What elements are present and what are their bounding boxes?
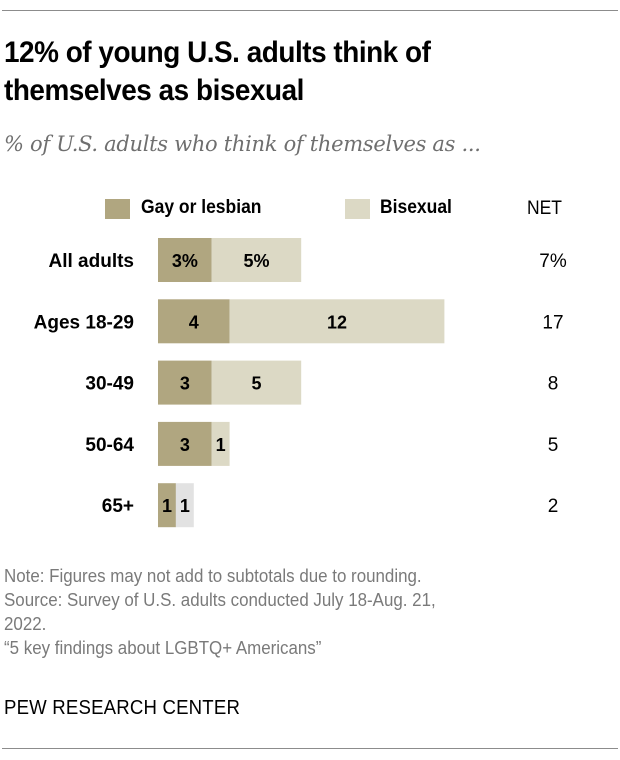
net-column-header: NET [527, 198, 562, 219]
bar-bisexual-50-64 [211, 421, 230, 466]
legend-swatch-gay-or-lesbian [105, 199, 130, 219]
bar-label-bisexual-all-adults: 5% [243, 251, 269, 271]
source-text: Source: Survey of U.S. adults conducted … [4, 590, 436, 610]
category-label-30-49: 30-49 [85, 374, 134, 395]
category-label-65: 65+ [102, 496, 134, 517]
bar-gay-or-lesbian-ages-18-29 [158, 299, 230, 344]
net-value-all-adults: 7% [539, 251, 567, 272]
top-rule [2, 10, 618, 11]
bar-label-gay-or-lesbian-30-49: 3 [180, 374, 190, 394]
bottom-rule [2, 748, 618, 749]
bar-bisexual-all-adults [211, 238, 302, 282]
bar-label-bisexual-ages-18-29: 12 [327, 312, 347, 332]
bar-label-bisexual-50-64: 1 [216, 435, 226, 455]
bar-gay-or-lesbian-50-64 [158, 421, 212, 466]
source-text-cont: 2022. [4, 614, 47, 634]
bar-gay-or-lesbian-30-49 [158, 360, 212, 405]
note-text: Note: Figures may not add to subtotals d… [4, 566, 422, 586]
chart-title: 12% of young U.S. adults think of themse… [4, 34, 562, 110]
chart-subtitle: % of U.S. adults who think of themselves… [4, 132, 481, 156]
bar-label-gay-or-lesbian-50-64: 3 [180, 435, 190, 455]
chart-title-line-1: 12% of young U.S. adults think of [4, 36, 431, 69]
legend-swatch-bisexual [345, 199, 370, 219]
bar-gay-or-lesbian-all-adults [158, 238, 212, 282]
category-label-50-64: 50-64 [85, 435, 134, 456]
bar-label-gay-or-lesbian-65: 1 [162, 496, 172, 516]
chart-title-line-2: themselves as bisexual [4, 74, 304, 107]
net-value-30-49: 8 [548, 374, 559, 395]
notes: Note: Figures may not add to subtotals d… [4, 564, 606, 660]
report-title: “5 key findings about LGBTQ+ Americans” [4, 638, 322, 658]
net-value-ages-18-29: 17 [542, 312, 563, 333]
net-value-50-64: 5 [548, 435, 559, 456]
pew-research-center-logo: PEW RESEARCH CENTER [4, 697, 241, 719]
net-value-65: 2 [548, 496, 559, 517]
bar-label-bisexual-30-49: 5 [251, 374, 261, 394]
bar-label-bisexual-65: 1 [180, 496, 190, 516]
bar-label-gay-or-lesbian-all-adults: 3% [172, 251, 198, 271]
bar-label-gay-or-lesbian-ages-18-29: 4 [189, 312, 199, 332]
bar-bisexual-30-49 [211, 360, 302, 405]
bar-bisexual-65 [175, 483, 194, 528]
legend-label-bisexual: Bisexual [380, 197, 452, 218]
category-label-ages-18-29: Ages 18-29 [34, 312, 134, 333]
category-label-all-adults: All adults [48, 251, 134, 272]
bar-bisexual-ages-18-29 [229, 299, 445, 344]
legend-label-gay-or-lesbian: Gay or lesbian [141, 197, 262, 218]
bar-gay-or-lesbian-65 [158, 483, 176, 528]
